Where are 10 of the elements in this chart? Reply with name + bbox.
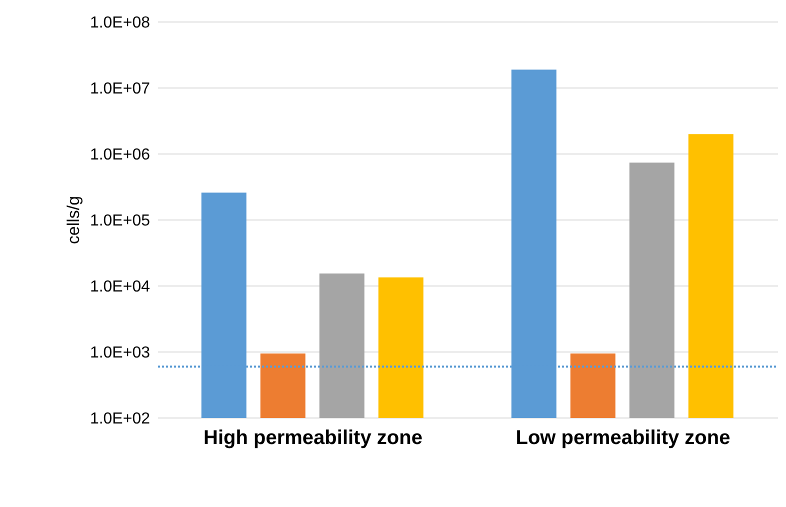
y-tick-label: 1.0E+06 [90,146,150,164]
y-tick-label: 1.0E+07 [90,80,150,98]
x-tick-label: High permeability zone [204,427,422,450]
y-tick-label: 1.0E+03 [90,344,150,362]
x-tick-label: Low permeability zone [516,427,730,450]
y-tick-label: 1.0E+05 [90,212,150,230]
y-tick-label: 1.0E+08 [90,14,150,32]
y-axis-title: cells/g [64,196,84,244]
y-tick-label: 1.0E+04 [90,278,150,296]
y-tick-label: 1.0E+02 [90,410,150,428]
